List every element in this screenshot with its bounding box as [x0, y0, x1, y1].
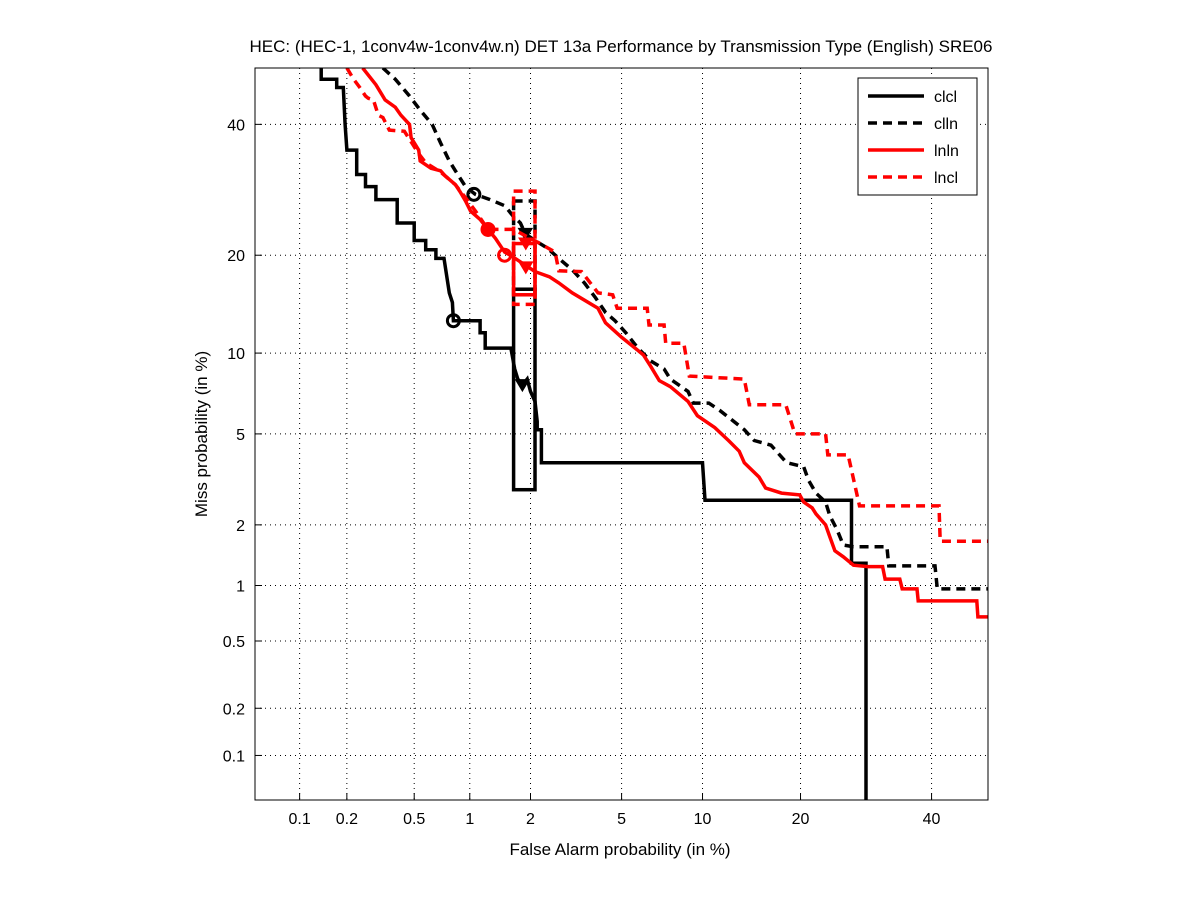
y-tick-label: 5 — [236, 427, 245, 444]
axes-frame — [254, 67, 989, 801]
y-tick-label: 0.1 — [223, 748, 245, 765]
x-tick-label: 0.2 — [336, 811, 358, 828]
plot-area — [319, 68, 988, 800]
y-tick-label: 0.2 — [223, 701, 245, 718]
y-tick-label: 1 — [236, 579, 245, 596]
x-axis-label: False Alarm probability (in %) — [509, 840, 730, 859]
act-dcf-marker-clcl — [514, 379, 531, 393]
min-dcf-marker-clcl — [445, 313, 461, 329]
x-tick-label: 0.5 — [403, 811, 425, 828]
min-dcf-marker-clln — [466, 186, 482, 202]
y-tick-label: 2 — [236, 518, 245, 535]
y-tick-label: 40 — [227, 117, 245, 134]
tick-labels: 0.1 0.2 0.5 1 2 5 10 20 40 0.1 0.2 0.5 1 2 5 10 20 40 — [223, 117, 941, 828]
y-tick-label: 10 — [227, 346, 245, 363]
min-dcf-marker-lnln — [497, 247, 513, 263]
x-tick-label: 40 — [923, 811, 941, 828]
x-tick-label: 5 — [617, 811, 626, 828]
act-dcf-marker-lnln — [518, 261, 534, 275]
series-line-lncl — [345, 68, 988, 543]
legend-label-clln: clln — [934, 116, 958, 133]
y-tick-label: 20 — [227, 248, 245, 265]
x-tick-label: 0.1 — [288, 811, 310, 828]
act-dcf-marker-lncl — [518, 237, 534, 251]
y-tick-label: 0.5 — [223, 634, 245, 651]
legend: clcl clln lnln lncl — [857, 77, 978, 196]
legend-label-lnln: lnln — [934, 143, 959, 160]
chart-title: HEC: (HEC-1, 1conv4w-1conv4w.n) DET 13a … — [250, 37, 993, 56]
x-tick-label: 1 — [465, 811, 474, 828]
legend-label-clcl: clcl — [934, 89, 957, 106]
min-dcf-marker-lncl — [480, 221, 496, 237]
x-tick-label: 2 — [526, 811, 535, 828]
x-tick-label: 10 — [694, 811, 712, 828]
series-group — [319, 68, 988, 800]
series-line-lnln — [361, 68, 988, 619]
x-tick-label: 20 — [792, 811, 810, 828]
confidence-box-clcl — [511, 287, 537, 492]
confidence-box-lncl — [511, 189, 537, 307]
y-axis-label: Miss probability (in %) — [192, 351, 211, 517]
legend-label-lncl: lncl — [934, 170, 958, 187]
series-line-clcl — [319, 68, 868, 800]
